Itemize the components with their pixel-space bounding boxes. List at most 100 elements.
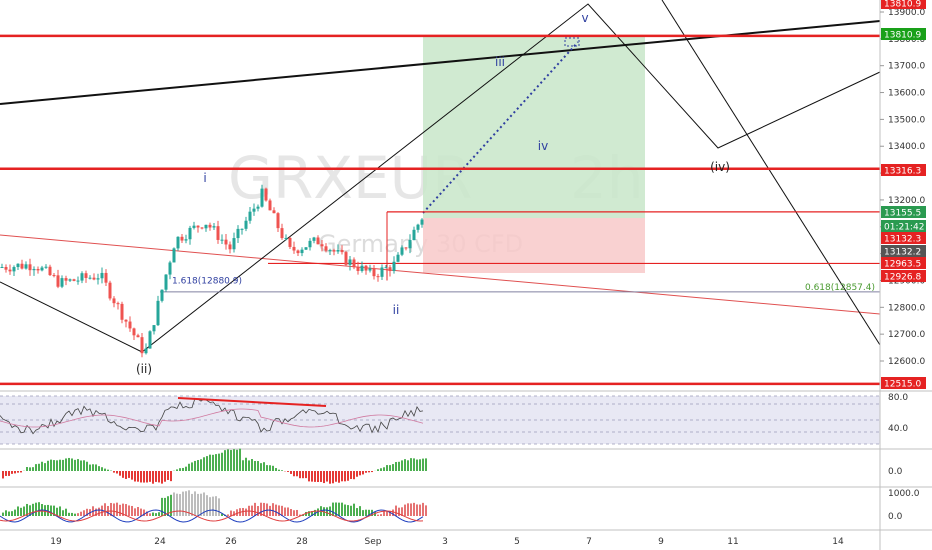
osc-bar — [113, 503, 115, 516]
osc-bar — [326, 507, 328, 516]
macd-bar — [38, 463, 40, 471]
candle-body — [108, 282, 112, 299]
candle-body — [76, 280, 80, 282]
rsi-divergence-line — [177, 397, 327, 407]
price-axis[interactable]: 12600.012700.012800.012900.013000.013100… — [880, 8, 925, 367]
candle-body — [44, 266, 48, 268]
candle-body — [172, 248, 176, 263]
macd-bar — [359, 471, 361, 476]
osc-bar — [35, 502, 37, 516]
osc-bar — [257, 506, 259, 516]
osc-bar — [50, 505, 52, 516]
wave-label: iv — [538, 139, 548, 153]
osc-bar — [290, 508, 292, 516]
price-tick-label: 13900.0 — [888, 8, 925, 18]
candle-body — [148, 331, 152, 349]
osc-bar — [71, 512, 73, 516]
candle-body — [164, 274, 168, 290]
macd-bar — [65, 458, 67, 471]
macd-bar — [251, 459, 253, 471]
macd-bar — [71, 458, 73, 471]
macd-bar — [89, 464, 91, 471]
candle-body — [140, 337, 144, 354]
candle-body — [156, 300, 160, 326]
macd-bar — [26, 466, 28, 471]
osc-bar — [143, 509, 145, 516]
macd-bar — [125, 471, 127, 479]
macd-bar — [47, 460, 49, 471]
osc-bar — [38, 502, 40, 516]
macd-bar — [281, 470, 283, 471]
candle-body — [92, 277, 96, 280]
rsi-signal — [0, 408, 424, 428]
candle-body — [356, 267, 360, 271]
macd-bar — [311, 471, 313, 482]
candle-body — [68, 279, 72, 281]
candle-body — [64, 278, 68, 281]
macd-bar — [5, 471, 7, 476]
candle-body — [24, 264, 28, 269]
macd-bar — [140, 471, 142, 483]
candle-body — [376, 276, 380, 278]
osc-bar — [122, 503, 124, 516]
osc-bar — [353, 503, 355, 516]
time-tick-label: 7 — [586, 537, 592, 547]
labels-layer: viiiiviii(iv)(ii)1.618(12880.9)0.618(128… — [136, 11, 875, 376]
candle-body — [120, 303, 124, 320]
candle-body — [420, 219, 424, 225]
osc-bar — [164, 497, 166, 516]
macd-bar — [155, 471, 157, 482]
osc-bar — [86, 508, 88, 516]
candle-body — [56, 275, 60, 287]
osc-bar — [383, 511, 385, 516]
macd-bar — [326, 471, 328, 482]
time-axis[interactable]: 19 24 26 28 Sep 3 5 7 9 11 14 — [50, 537, 844, 547]
osc-bar — [344, 504, 346, 516]
macd-bar — [122, 471, 124, 478]
candle-body — [160, 289, 164, 301]
time-tick-label: 5 — [514, 537, 520, 547]
osc-bar — [29, 505, 31, 516]
osc-bar — [176, 493, 178, 516]
candle-body — [176, 236, 180, 249]
osc-bar — [104, 503, 106, 516]
macd-bar — [425, 458, 427, 471]
osc-bar — [80, 511, 82, 516]
candle-body — [240, 228, 244, 230]
candle-body — [268, 200, 272, 211]
price-tick-label: 12600.0 — [888, 357, 925, 367]
macd-bar — [269, 465, 271, 471]
candle-body — [208, 224, 212, 228]
macd-bar — [248, 460, 250, 471]
macd-bar — [2, 471, 4, 479]
osc-bar — [137, 507, 139, 516]
macd-bar — [212, 454, 214, 471]
macd-bar — [260, 463, 262, 471]
wave-label: ii — [393, 303, 400, 317]
osc-bar — [251, 505, 253, 516]
macd-bar — [407, 460, 409, 471]
osc-bar — [356, 508, 358, 516]
osc-bar — [5, 510, 7, 516]
candle-body — [52, 275, 56, 277]
macd-bar — [59, 459, 61, 471]
candle-body — [408, 240, 412, 249]
osc-bar — [185, 491, 187, 516]
candle-body — [20, 263, 24, 269]
osc-bar — [335, 502, 337, 516]
macd-bar — [8, 471, 10, 476]
macd-bar — [179, 468, 181, 471]
candle-body — [116, 303, 120, 305]
osc-bar — [65, 508, 67, 516]
osc-bar — [74, 513, 76, 516]
osc-bar — [236, 509, 238, 516]
osc-bar — [410, 503, 412, 516]
candle-body — [412, 229, 416, 241]
price-labels-layer: 13810.9 13810.9 13316.3 13155.5 01:21:42 1313… — [881, 0, 926, 390]
candle-body — [196, 225, 200, 228]
macd-bar — [29, 467, 31, 471]
macd-bar — [263, 462, 265, 471]
osc-bar — [212, 496, 214, 516]
candle-body — [192, 225, 196, 228]
